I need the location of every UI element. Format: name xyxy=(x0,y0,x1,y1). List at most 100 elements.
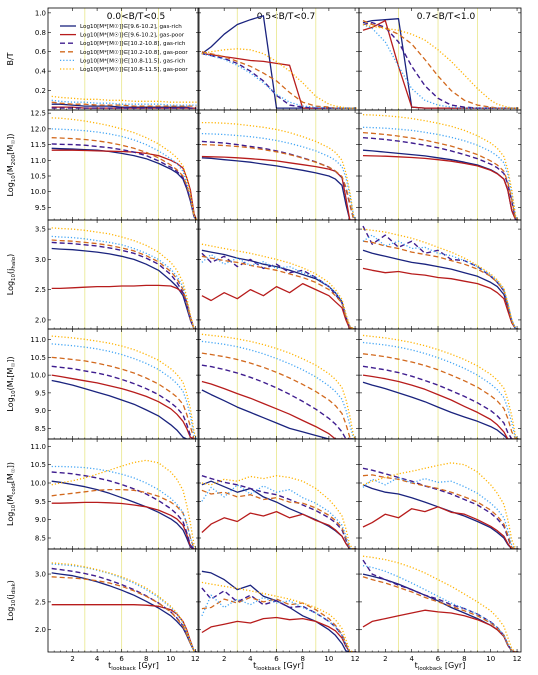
legend-entry-4: Log10[M*[M☉]]∈[10.2-10.8], gas-poor xyxy=(80,50,188,56)
series-line-2 xyxy=(362,506,519,549)
series-line-1 xyxy=(362,149,519,220)
panel-r1-c2 xyxy=(197,7,360,111)
y-tick-label: 0.8 xyxy=(35,29,46,37)
x-axis-labels: tlookback [Gyr] tlookback [Gyr] tlookback … xyxy=(108,661,465,672)
series-line-3 xyxy=(201,252,357,329)
y-tick-label: 2.0 xyxy=(35,316,46,324)
ylabel-part: [M xyxy=(6,367,15,377)
ylabel-part: halo xyxy=(11,256,17,268)
panel-frame xyxy=(358,548,522,653)
xlabel-part: [Gyr] xyxy=(281,661,304,670)
xlabel-part: t xyxy=(253,661,256,670)
y-tick-label: 10.5 xyxy=(30,354,46,362)
series-line-3 xyxy=(51,365,197,439)
series-line-6 xyxy=(201,581,357,652)
panel-frame xyxy=(197,109,360,221)
x-tick-label: 6 xyxy=(119,655,124,663)
series-line-5 xyxy=(51,343,198,439)
panel-r2-c3 xyxy=(358,109,522,221)
series-line-6 xyxy=(51,95,197,103)
panel-r4-c3 xyxy=(358,328,522,440)
series-line-3 xyxy=(201,475,357,549)
x-tick-label: 10 xyxy=(166,655,175,663)
x-tick-label: 8 xyxy=(300,655,304,663)
y-tick-label: 8.5 xyxy=(35,425,46,433)
series-line-1 xyxy=(362,573,519,652)
ylabel-part: ) xyxy=(6,254,15,257)
panel-frame xyxy=(197,328,360,440)
ylabel-part: * xyxy=(11,377,17,380)
panel-r3-c2 xyxy=(197,219,360,330)
panel-r4-c1: 8.5 9.0 9.5 10.0 10.5 11.0 xyxy=(30,328,200,440)
series-line-1 xyxy=(51,379,197,439)
x-tick-label: 4 xyxy=(95,655,100,663)
panel-frame xyxy=(197,7,360,111)
column-title-3: 0.7<B/T<1.0 xyxy=(417,12,476,22)
y-tick-label: 9.5 xyxy=(35,389,46,397)
y-tick-label: 11.0 xyxy=(30,443,46,451)
row-y-labels: B/TLog10(M200[M☉])Log10(jhalo)Log10(M*[M… xyxy=(6,52,17,621)
row-ylabel-5: Log10(Mcold[M☉]) xyxy=(6,462,17,526)
x-tick-label: 8 xyxy=(144,655,148,663)
ylabel-part: 10 xyxy=(11,599,17,606)
series-line-1 xyxy=(51,147,198,220)
ylabel-part: Log xyxy=(6,182,15,196)
y-tick-label: 9.0 xyxy=(35,407,46,415)
series-line-2 xyxy=(51,604,197,652)
x-tick-label: 10 xyxy=(324,655,333,663)
xlabel-part: t xyxy=(108,661,111,670)
row-ylabel-4: Log10(M*[M☉]) xyxy=(6,356,17,411)
ylabel-part: Log xyxy=(6,281,15,295)
series-line-5 xyxy=(201,53,357,109)
y-tick-label: 12.0 xyxy=(30,125,46,133)
y-tick-label: 2.5 xyxy=(35,286,46,294)
y-tick-label: 0.6 xyxy=(35,48,47,56)
panel-frame xyxy=(47,219,200,330)
column-titles: 0.0<B/T<0.5 0.5<B/T<0.7 0.7<B/T<1.0 xyxy=(107,12,476,22)
series-line-4 xyxy=(201,143,357,220)
x-tick-label: 2 xyxy=(222,655,226,663)
x-tick-label: 12 xyxy=(513,655,522,663)
series-line-4 xyxy=(201,51,357,109)
y-tick-label: 10.5 xyxy=(30,461,46,469)
series-line-6 xyxy=(201,333,357,439)
x-tick-label: 10 xyxy=(486,655,495,663)
series-line-2 xyxy=(51,374,197,439)
series-line-4 xyxy=(201,352,357,439)
x-tick-label: 2 xyxy=(383,655,387,663)
ylabel-part: 10 xyxy=(11,504,17,511)
series-line-4 xyxy=(51,576,197,652)
series-line-3 xyxy=(362,467,519,549)
y-tick-label: 1.0 xyxy=(35,9,46,17)
series-line-1 xyxy=(51,247,197,329)
series-line-2 xyxy=(51,149,198,220)
series-line-6 xyxy=(362,462,519,549)
x-axis-label-2: tlookback [Gyr] xyxy=(253,661,304,672)
ylabel-part: ☉ xyxy=(11,468,17,473)
ylabel-part: ☉ xyxy=(11,363,17,368)
xlabel-part: lookback xyxy=(418,666,443,672)
y-tick-label: 11.5 xyxy=(30,141,46,149)
series-line-6 xyxy=(362,114,519,220)
panel-grid: 0.2 0.4 0.6 0.8 1.0 9.5 10.0 10.5 11.0 11.5 12.0 12… xyxy=(30,7,522,663)
series-line-6 xyxy=(51,227,197,329)
xlabel-part: [Gyr] xyxy=(136,661,159,670)
series-line-4 xyxy=(362,131,519,220)
ylabel-part: disk xyxy=(11,582,17,594)
panel-r1-c3 xyxy=(358,7,522,111)
series-line-5 xyxy=(201,594,357,652)
y-tick-label: 3.0 xyxy=(35,571,46,579)
x-tick-label: 4 xyxy=(248,655,253,663)
panel-r4-c2 xyxy=(197,328,360,440)
panel-r5-c1: 8.5 9.0 9.5 10.0 10.5 11.0 xyxy=(30,438,200,550)
y-tick-label: 11.0 xyxy=(30,157,46,165)
series-line-2 xyxy=(362,609,519,652)
ylabel-part: (M xyxy=(6,380,15,390)
series-line-3 xyxy=(201,53,357,109)
series-line-3 xyxy=(51,471,197,549)
y-tick-label: 3.0 xyxy=(35,256,46,264)
legend-entry-2: Log10[M*[M☉]]∈[9.6-10.2], gas-poor xyxy=(80,33,185,39)
series-line-2 xyxy=(362,374,519,439)
xlabel-part: [Gyr] xyxy=(442,661,465,670)
